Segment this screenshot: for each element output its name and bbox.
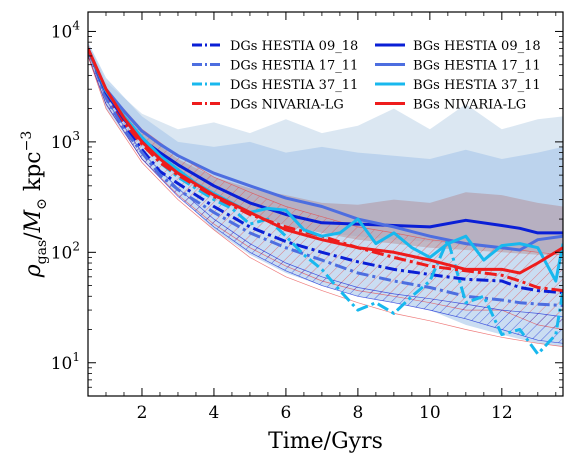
legend-label: BGs NIVARIA-LG (413, 98, 526, 113)
y-axis-title: ρgas/M⊙ kpc−3 (19, 131, 50, 279)
series-line-0 (88, 48, 563, 295)
plot-frame (87, 11, 564, 397)
series-line-6 (88, 48, 563, 283)
band-4 (88, 48, 563, 344)
x-tick-label: 8 (352, 403, 363, 423)
y-tick-label: 101 (51, 350, 80, 374)
x-tick-label: 2 (137, 403, 148, 423)
x-tick-label: 12 (491, 403, 513, 423)
legend-label: BGs HESTIA 17_11 (413, 59, 541, 74)
series-lines (88, 47, 563, 356)
y-tick-label: 104 (51, 18, 81, 42)
plot-border (87, 11, 564, 397)
legend-label: DGs HESTIA 09_18 (230, 39, 358, 54)
x-tick-label: 10 (419, 403, 441, 423)
band-5 (88, 55, 563, 347)
x-tick-label: 6 (281, 403, 292, 423)
legend-label: BGs HESTIA 09_18 (413, 39, 541, 54)
legend-label: DGs HESTIA 37_11 (230, 78, 358, 93)
y-tick-label: 102 (51, 239, 80, 263)
legend-label: DGs HESTIA 17_11 (230, 59, 358, 74)
y-tick-label: 103 (51, 129, 80, 153)
uncertainty-bands (88, 42, 563, 347)
series-line-7 (88, 47, 563, 275)
band-2 (88, 48, 563, 255)
legend-label: BGs HESTIA 37_11 (413, 78, 541, 93)
x-axis-title: Time/Gyrs (268, 429, 383, 454)
series-line-5 (88, 47, 563, 252)
legend-label: DGs NIVARIA-LG (230, 98, 344, 113)
axis-ticks: 2 4 6 8 10 12 101 102 103 104 (51, 12, 563, 423)
x-tick-label: 4 (209, 403, 220, 423)
legend: DGs HESTIA 09_18 DGs HESTIA 17_11 DGs HEST… (192, 39, 541, 113)
